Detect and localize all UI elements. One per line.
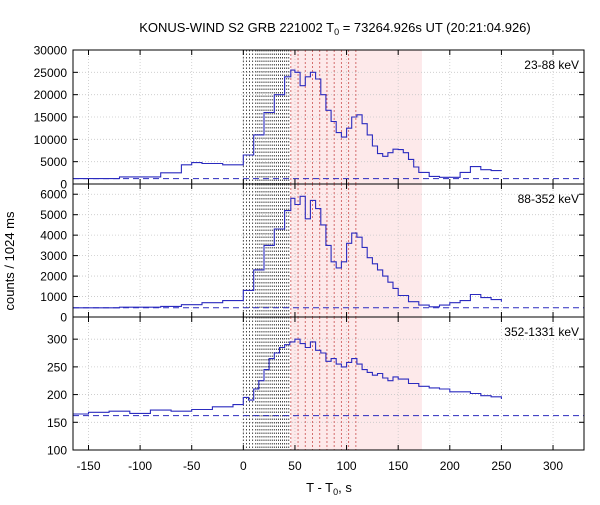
panel-2: 0 1000 2000 3000 4000 5000 6000 88-352 keV — [40, 183, 585, 325]
y-tick-label: 5000 — [40, 208, 67, 222]
x-tick-label: 50 — [288, 459, 302, 473]
energy-band-label: 88-352 keV — [518, 192, 579, 206]
y-tick-label: 200 — [47, 388, 67, 402]
x-axis-label-main: T - T — [306, 480, 333, 495]
x-axis-label-rest: , s — [338, 480, 352, 495]
y-tick-label: 0 — [60, 178, 67, 192]
x-tick-label: 0 — [240, 459, 247, 473]
y-tick-label: 30000 — [34, 44, 68, 58]
x-tick-label: 150 — [388, 459, 408, 473]
energy-band-label: 23-88 keV — [524, 58, 579, 72]
y-axis-label: counts / 1024 ms — [2, 211, 17, 310]
chart-title-rest: = 73264.926s UT (20:21:04.926) — [339, 20, 531, 35]
shaded-interval — [290, 317, 422, 450]
x-tick-label: 300 — [543, 459, 563, 473]
y-tick-label: 150 — [47, 416, 67, 430]
y-tick-label: 300 — [47, 333, 67, 347]
light-curve-series — [73, 338, 502, 415]
x-axis-label: T - T0, s — [306, 480, 352, 497]
chart-title-subscript: 0 — [334, 27, 339, 37]
chart-title-main: KONUS-WIND S2 GRB 221002 T — [139, 20, 334, 35]
y-tick-label: 0 — [60, 311, 67, 325]
y-tick-label: 20000 — [34, 88, 68, 102]
y-tick-label: 4000 — [40, 229, 67, 243]
light-curve-series — [73, 195, 502, 309]
x-axis-label-subscript: 0 — [333, 487, 338, 497]
x-tick-label: -50 — [183, 459, 201, 473]
x-tick-label: 200 — [440, 459, 460, 473]
light-curve-series — [73, 69, 502, 180]
y-tick-label: 6000 — [40, 188, 67, 202]
chart-title: KONUS-WIND S2 GRB 221002 T0 = 73264.926s… — [139, 20, 531, 37]
panel-1: 0 5000 10000 15000 20000 25000 30000 23-88 keV — [34, 44, 585, 192]
panel-3: 100 150 200 250 300 352-1331 keV — [47, 316, 585, 458]
x-tick-label: 100 — [337, 459, 357, 473]
energy-band-label: 352-1331 keV — [504, 325, 579, 339]
x-tick-label: -150 — [76, 459, 100, 473]
y-tick-label: 3000 — [40, 249, 67, 263]
y-tick-label: 25000 — [34, 66, 68, 80]
y-tick-label: 15000 — [34, 111, 68, 125]
y-tick-label: 1000 — [40, 290, 67, 304]
y-tick-label: 100 — [47, 444, 67, 458]
y-tick-label: 5000 — [40, 155, 67, 169]
x-tick-label: 250 — [491, 459, 511, 473]
y-tick-label: 250 — [47, 360, 67, 374]
panel-frame — [72, 316, 585, 451]
shaded-interval — [290, 184, 422, 317]
x-tick-label: -100 — [128, 459, 152, 473]
y-tick-label: 10000 — [34, 133, 68, 147]
y-tick-label: 2000 — [40, 270, 67, 284]
